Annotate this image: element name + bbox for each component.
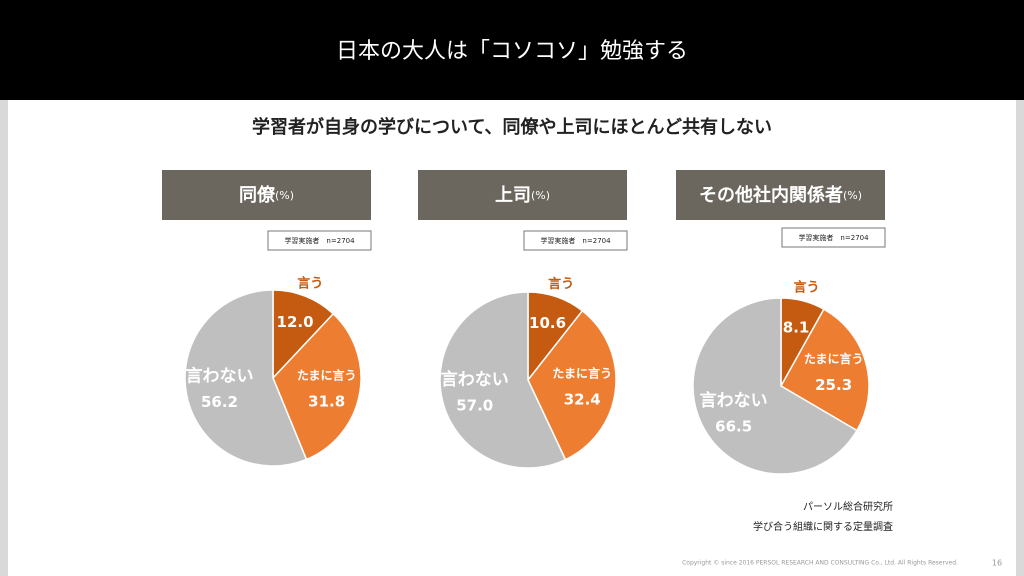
slice-value: 66.5 [715,418,752,436]
slice-category: たまに言う [297,367,357,382]
chart-title-text: 上司 [495,185,531,206]
chart-title-box [676,170,885,220]
subtitle: 学習者が自身の学びについて、同僚や上司にほとんど共有しない [252,116,772,138]
slice-category: 言わない [441,369,509,390]
pie-slice [692,297,858,475]
chart-title-box [162,170,371,220]
chart-title-text: 同僚 [239,184,276,206]
slice-category: 言わない [185,366,253,387]
note-box [267,230,372,251]
slice-value: 10.6 [529,314,566,332]
pie-slice [272,312,362,461]
slice-value: 12.0 [277,313,314,331]
slice-category: たまに言う [552,366,612,381]
chart-title-unit: (%) [275,189,294,202]
chart-title-unit: (%) [843,189,862,202]
chart-title-text: その他社内関係者 [699,184,843,206]
slice-value: 25.3 [815,376,852,394]
slice-value: 31.8 [308,392,345,410]
note: 学習実施者 n=2704 [284,236,355,245]
slice-value: 57.0 [456,396,493,414]
copyright: Copyright © since 2016 PERSOL RESEARCH A… [682,560,958,567]
page-number: 16 [992,559,1002,568]
note-box [781,227,886,248]
slice-category: 言わない [700,390,768,411]
header-bar [0,0,1024,100]
slice-value: 8.1 [783,319,810,337]
pie-slice [527,309,617,461]
source-line: パーソル総合研究所 [803,500,893,513]
pie-slice [272,289,335,380]
note-box [523,230,628,251]
note: 学習実施者 n=2704 [798,233,869,242]
slice-category: 言う [297,275,323,291]
header-title: 日本の大人は「コソコソ」勉強する [336,39,688,64]
chart-title: 上司(%) [495,185,550,206]
slice-category: 言う [793,280,819,296]
chart-title-box [418,170,627,220]
note: 学習実施者 n=2704 [540,236,611,245]
chart-title-unit: (%) [531,189,550,202]
pie-slice [779,308,870,432]
chart-title: その他社内関係者(%) [699,184,862,206]
slice-category: たまに言う [804,351,864,366]
pie-slice [184,289,308,467]
source-line: 学び合う組織に関する定量調査 [753,520,893,533]
slice-category: 言う [548,276,574,292]
slice-value: 56.2 [201,393,238,411]
chart-title: 同僚(%) [239,184,294,206]
pie-slice [439,291,567,469]
slice-value: 32.4 [564,391,601,409]
